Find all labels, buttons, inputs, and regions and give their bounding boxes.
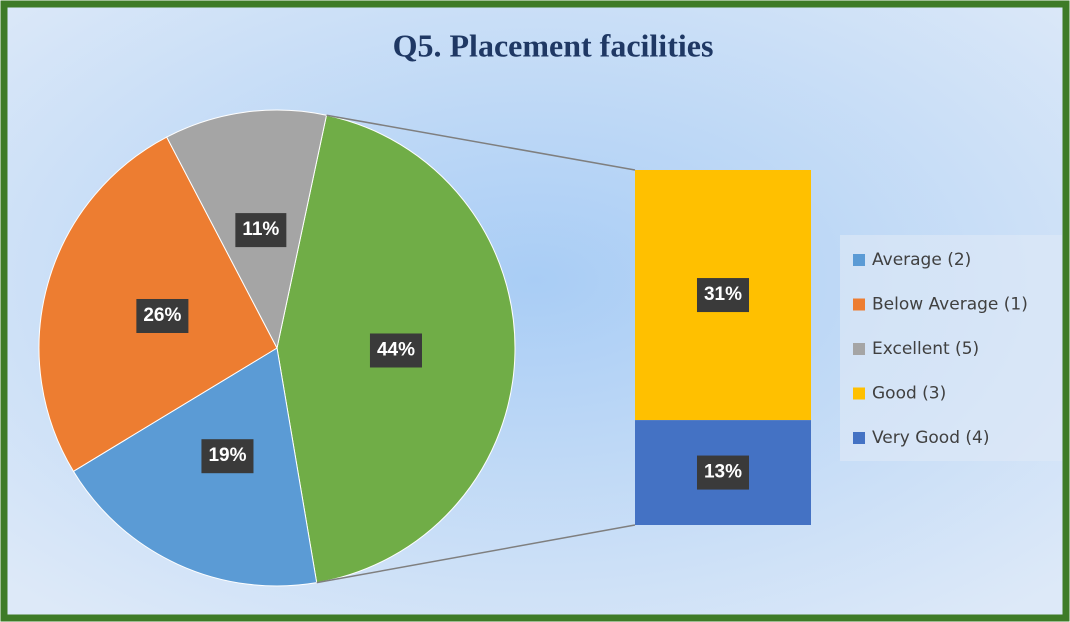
pie-slice — [72, 347, 318, 587]
legend-box — [840, 235, 1062, 461]
legend-label: Excellent (5) — [872, 339, 979, 359]
data-label: 13% — [704, 462, 742, 483]
legend-label: Very Good (4) — [872, 428, 989, 448]
legend-swatch — [853, 387, 865, 400]
legend-label: Good (3) — [872, 384, 946, 404]
label-box — [235, 213, 287, 248]
data-label: 44% — [377, 340, 415, 361]
label-box — [696, 455, 750, 490]
legend-label: Below Average (1) — [872, 295, 1028, 315]
data-label: 19% — [208, 445, 246, 466]
label-box — [201, 439, 254, 474]
label-box — [696, 278, 750, 313]
connector — [316, 524, 636, 584]
legend-swatch — [853, 298, 865, 311]
legend-label: Average (2) — [872, 250, 971, 270]
connector — [326, 114, 636, 171]
data-label: 11% — [242, 219, 279, 240]
label-box — [136, 298, 189, 333]
data-label: 26% — [143, 305, 181, 326]
legend-swatch — [853, 343, 865, 355]
label-box — [369, 333, 422, 368]
legend-swatch — [853, 432, 865, 444]
chart-title: Q5. Placement facilities — [393, 27, 714, 63]
data-label: 31% — [704, 284, 742, 305]
legend-swatch — [853, 254, 865, 266]
